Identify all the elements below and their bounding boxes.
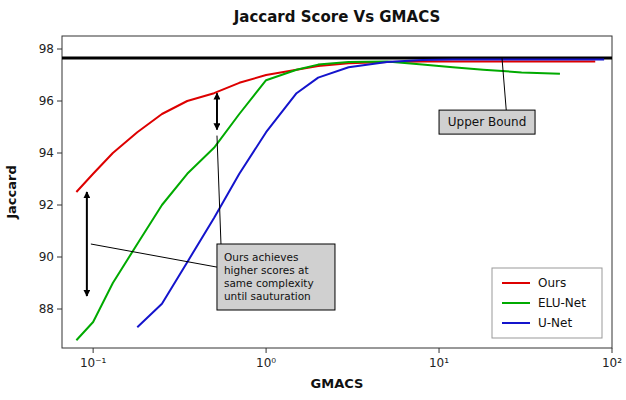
x-tick-label: 10⁰ [256,356,276,370]
y-axis-label: Jaccard [4,165,19,220]
y-tick-label: 98 [39,42,54,56]
y-tick-label: 92 [39,198,54,212]
chart: 10⁻¹ 10⁰ 10¹ 10² 88 90 92 94 96 98 Jaccard Score V… [0,0,626,400]
series-line [76,61,595,192]
y-tick-label: 94 [39,146,54,160]
x-tick-label: 10¹ [429,356,449,370]
title: Jaccard Score Vs GMACS [233,8,440,26]
y-tick [57,205,62,206]
plot-area [62,58,612,340]
legend-label: U-Net [538,316,572,330]
difference-arrow [216,93,218,129]
legend: Ours ELU-Net U-Net [492,268,602,338]
x-tick [439,348,440,353]
x-tick-label: 10² [602,356,622,370]
plot-frame [62,36,612,348]
legend-swatch [502,302,530,304]
y-tick [57,309,62,310]
connector [502,58,506,110]
annotation-box [217,244,335,310]
legend-swatch [502,322,530,324]
x-tick-label: 10⁻¹ [80,356,107,370]
x-tick [612,348,613,353]
legend-label: ELU-Net [538,296,586,310]
connector [91,244,217,267]
legend-swatch [502,282,530,284]
y-tick [57,153,62,154]
reference-label: Upper Bound [448,115,527,129]
y-tick [57,101,62,102]
y-tick-label: 88 [39,302,54,316]
y-tick-label: 96 [39,94,54,108]
y-tick-label: 90 [39,250,54,264]
reference-label-box [439,110,535,134]
x-tick [93,348,94,353]
legend-frame [492,268,602,338]
legend-label: Ours [538,276,566,290]
x-tick [266,348,267,353]
y-tick [57,49,62,50]
y-tick [57,257,62,258]
connector [217,136,221,244]
background [0,0,626,400]
difference-arrow [86,192,88,296]
series-line [76,61,560,340]
annotation: Ours achieveshigher scores atsame comple… [224,251,314,302]
x-axis-label: GMACS [311,376,364,391]
